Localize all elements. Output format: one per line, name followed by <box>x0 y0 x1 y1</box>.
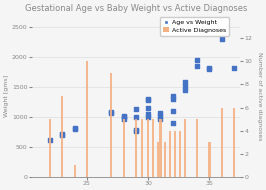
Bar <box>208 142 210 177</box>
Bar <box>49 119 51 177</box>
Bar <box>184 119 186 177</box>
Point <box>60 133 64 136</box>
Point <box>183 84 187 87</box>
Bar <box>141 119 143 177</box>
Point <box>60 132 64 135</box>
Bar <box>86 61 88 177</box>
Point <box>171 121 175 124</box>
Bar <box>233 108 235 177</box>
Point <box>146 115 150 118</box>
Point <box>171 97 175 101</box>
Bar <box>164 142 167 177</box>
Point <box>122 118 126 121</box>
Bar <box>147 119 149 177</box>
Point <box>73 127 77 130</box>
Point <box>183 81 187 84</box>
Bar <box>73 165 76 177</box>
Point <box>207 66 211 69</box>
Legend: Age vs Weight, Active Diagnoses: Age vs Weight, Active Diagnoses <box>160 17 229 36</box>
Bar <box>157 142 159 177</box>
Bar <box>179 131 181 177</box>
Title: Gestational Age vs Baby Weight vs Active Diagnoses: Gestational Age vs Baby Weight vs Active… <box>25 4 247 13</box>
Point <box>207 68 211 71</box>
Point <box>232 66 236 69</box>
Point <box>109 112 114 115</box>
Y-axis label: Weight [gms]: Weight [gms] <box>4 75 9 117</box>
Point <box>146 99 150 102</box>
Point <box>171 109 175 112</box>
Bar <box>159 119 161 177</box>
Point <box>195 65 199 68</box>
Point <box>109 111 114 114</box>
Bar <box>135 119 137 177</box>
Point <box>171 94 175 97</box>
Point <box>195 58 199 61</box>
Y-axis label: Number of active diagnoses: Number of active diagnoses <box>257 52 262 140</box>
Point <box>73 126 77 129</box>
Point <box>158 118 163 121</box>
Point <box>158 112 163 115</box>
Bar <box>110 73 113 177</box>
Point <box>48 139 52 142</box>
Bar <box>169 131 171 177</box>
Bar <box>123 119 125 177</box>
Bar <box>61 96 64 177</box>
Point <box>134 115 138 118</box>
Point <box>146 106 150 109</box>
Point <box>134 129 138 132</box>
Bar <box>221 108 223 177</box>
Bar <box>196 119 198 177</box>
Point <box>146 112 150 116</box>
Point <box>134 129 138 132</box>
Point <box>158 115 163 118</box>
Bar <box>174 131 176 177</box>
Point <box>219 38 224 41</box>
Bar <box>152 119 154 177</box>
Point <box>146 97 150 101</box>
Point <box>122 115 126 118</box>
Point <box>122 114 126 117</box>
Point <box>183 89 187 92</box>
Point <box>134 108 138 111</box>
